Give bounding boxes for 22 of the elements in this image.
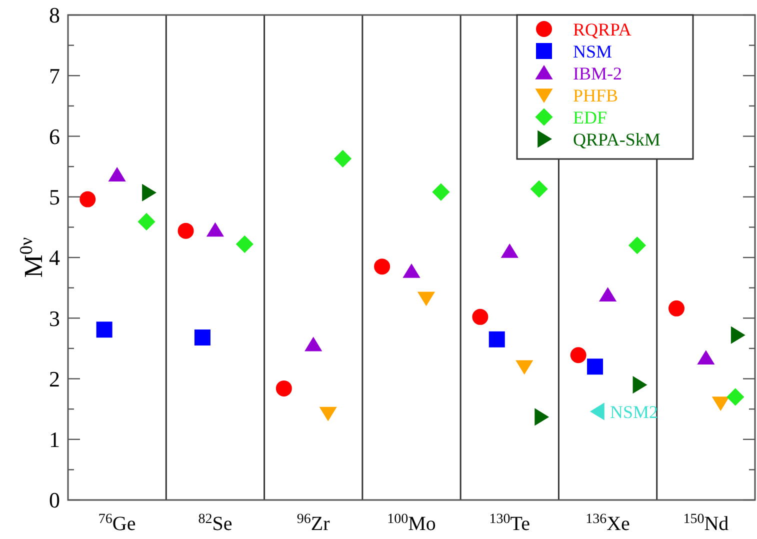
- y-tick-label: 5: [49, 184, 60, 210]
- legend-label: NSM: [573, 41, 612, 62]
- legend-label: QRPA-SkM: [573, 129, 660, 150]
- legend-label: IBM-2: [573, 63, 622, 84]
- x-tick-label: $^{136}$Xe: [586, 512, 630, 535]
- x-tick-label: $^{96}$Zr: [296, 512, 330, 535]
- legend-label: PHFB: [573, 85, 618, 106]
- y-tick-label: 2: [49, 366, 60, 392]
- y-tick-label: 0: [49, 488, 60, 513]
- y-tick-label: 8: [49, 2, 60, 28]
- y-tick-label: 1: [49, 427, 60, 452]
- x-tick-label: $^{100}$Mo: [387, 512, 436, 535]
- y-tick-label: 7: [49, 63, 60, 88]
- y-tick-label: 6: [49, 124, 60, 149]
- y-tick-label: 3: [49, 306, 60, 331]
- x-tick-label: $^{150}$Nd: [683, 512, 729, 535]
- x-tick-label: $^{76}$Ge: [98, 512, 136, 535]
- x-tick-label: $^{82}$Se: [198, 512, 232, 535]
- legend-label: EDF: [573, 107, 608, 128]
- legend-label: RQRPA: [573, 19, 632, 40]
- x-tick-label: $^{130}$Te: [489, 512, 530, 535]
- y-tick-label: 4: [49, 245, 60, 270]
